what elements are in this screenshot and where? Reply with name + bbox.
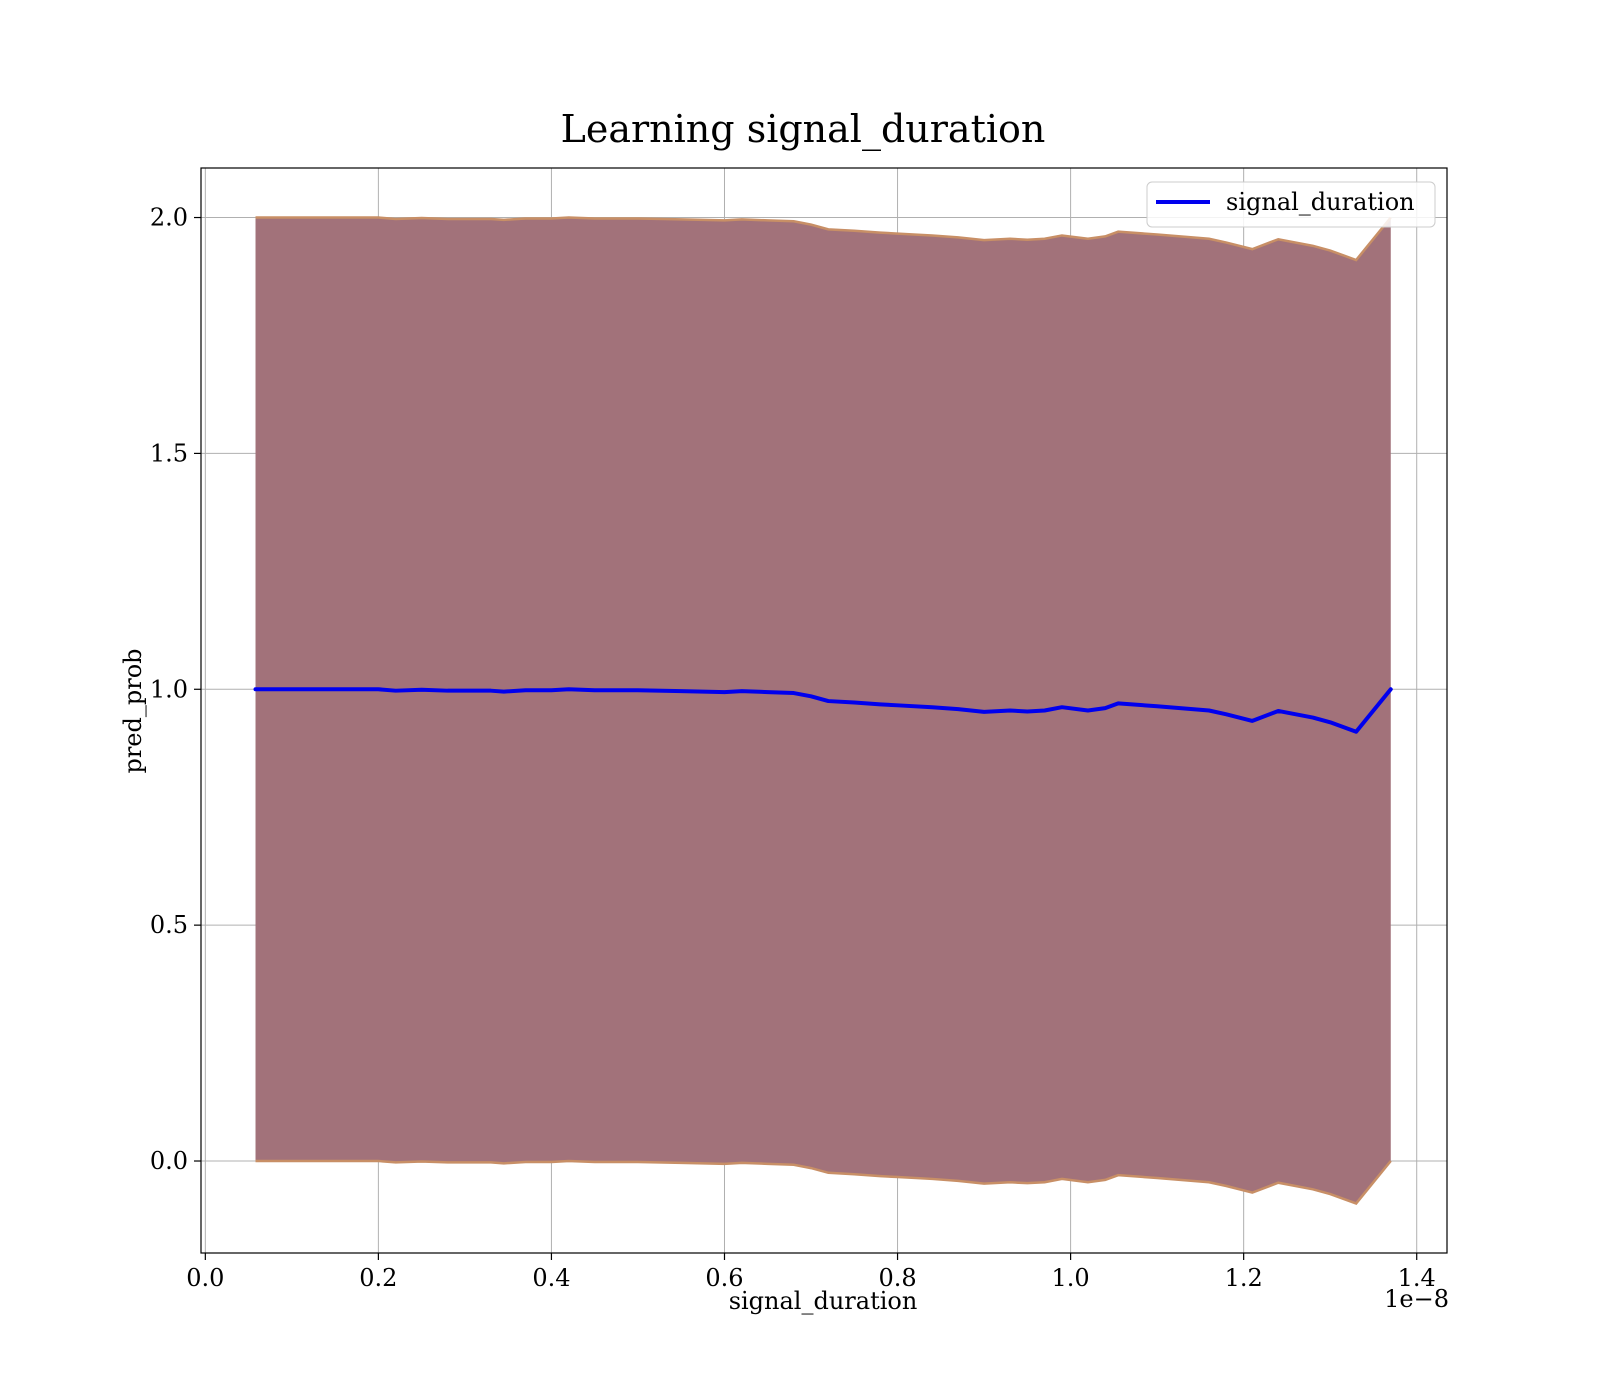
x-tick-label-1: 0.2	[359, 1264, 397, 1292]
x-tick-label-5: 1.0	[1052, 1264, 1090, 1292]
band-upper-edge	[255, 216, 1392, 262]
y-tick-label-3: 1.5	[150, 439, 188, 467]
uncertainty-band	[255, 217, 1391, 1204]
x-tick-label-4: 0.8	[878, 1264, 916, 1292]
line-layer	[253, 687, 1393, 734]
x-tick-label-0: 0.0	[186, 1264, 224, 1292]
legend-box	[1146, 181, 1436, 228]
y-tick-label-0: 0.0	[150, 1147, 188, 1175]
x-tick-label-7: 1.4	[1398, 1264, 1436, 1292]
x-axis-label: signal_duration	[729, 1287, 918, 1315]
legend-label-signal-duration: signal_duration	[1226, 188, 1415, 216]
band-lower-edge	[255, 1159, 1392, 1205]
x-tick-label-2: 0.4	[532, 1264, 570, 1292]
x-tick-label-3: 0.6	[705, 1264, 743, 1292]
axes-frame	[200, 167, 1448, 1254]
y-tick-label-4: 2.0	[150, 204, 188, 232]
tick-layer: 0.0 0.2 0.4 0.6 0.8 1.0 1.2 1.4 0.0 0.5 1.0 1.5 2.0	[150, 204, 1436, 1292]
plot-frame	[200, 167, 1448, 1254]
y-tick-label-1: 0.5	[150, 911, 188, 939]
x-axis-offset-label: 1e−8	[1384, 1285, 1449, 1313]
legend: signal_duration	[1146, 181, 1436, 228]
y-tick-label-2: 1.0	[150, 675, 188, 703]
chart-title: Learning signal_duration	[561, 107, 1046, 152]
band-layer	[255, 216, 1392, 1205]
series-line-signal-duration	[253, 687, 1393, 734]
x-tick-label-6: 1.2	[1225, 1264, 1263, 1292]
y-axis-label: pred_prob	[119, 648, 147, 773]
